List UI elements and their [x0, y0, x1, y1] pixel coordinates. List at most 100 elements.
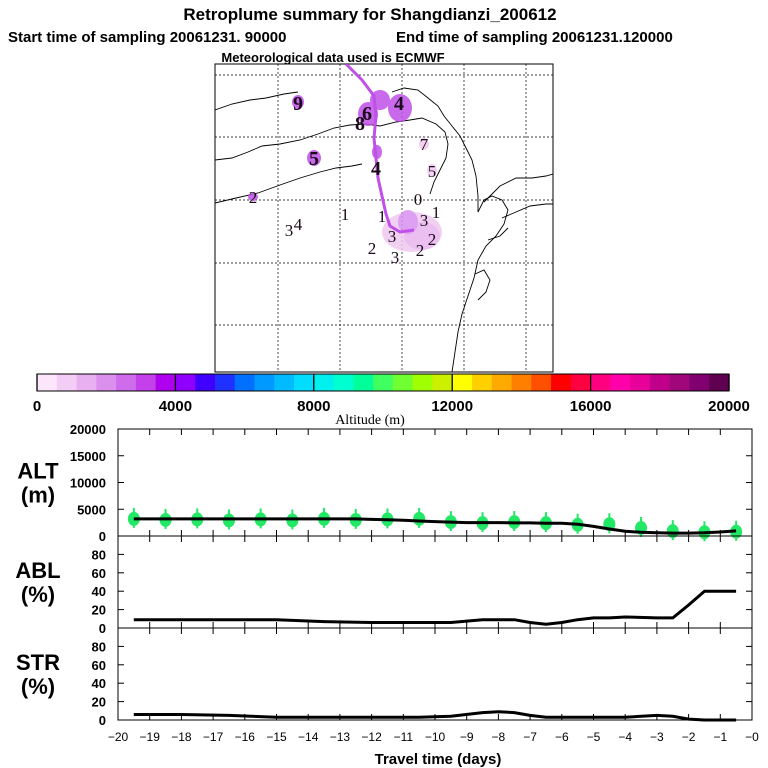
y-tick-label: 20: [92, 695, 106, 710]
met-data-text: Meteorological data used is ECMWF: [221, 50, 444, 65]
colorbar-swatch: [669, 374, 691, 391]
colorbar-swatch: [649, 374, 671, 391]
y-tick-label: 40: [92, 676, 106, 691]
figure-title: Retroplume summary for Shangdianzi_20061…: [183, 5, 556, 24]
colorbar-swatch: [412, 374, 434, 391]
y-tick-label: 80: [92, 547, 106, 562]
colorbar-swatch: [570, 374, 592, 391]
y-axis-label: STR (%): [16, 650, 60, 699]
x-tick-label: −18: [171, 730, 192, 744]
map-label: 0: [414, 190, 423, 209]
x-tick-label: −1: [713, 730, 727, 744]
map-label: 3: [285, 221, 294, 240]
x-tick-label: −20: [108, 730, 129, 744]
y-tick-label: 10000: [70, 476, 106, 491]
colorbar-tick-label: 20000: [708, 398, 750, 415]
x-tick-label: −19: [140, 730, 161, 744]
colorbar-swatch: [37, 374, 58, 391]
x-tick-label: −4: [618, 730, 632, 744]
y-tick-label: 20000: [70, 422, 106, 437]
map-label: 2: [428, 230, 437, 249]
altitude-colorbar: 0 4000 8000 12000 16000 20000: [33, 373, 750, 415]
map-frame: [214, 63, 554, 373]
colorbar-swatch: [116, 374, 137, 391]
series-line-str: [133, 710, 737, 722]
x-tick-label: −10: [425, 730, 446, 744]
colorbar-swatch: [610, 374, 631, 391]
map-label: 2: [416, 241, 425, 260]
y-axis-label: ALT (m): [17, 459, 59, 508]
colorbar-tick-label: 16000: [570, 398, 612, 415]
colorbar-swatch: [511, 374, 532, 391]
y-tick-label: 80: [92, 639, 106, 654]
panel-str: 0 20 40 60 80 STR (%): [16, 627, 753, 728]
series-line-abl: [133, 589, 737, 626]
panel-abl: 0 20 40 60 80 ABL (%): [15, 535, 753, 636]
x-tick-label: −14: [298, 730, 319, 744]
map-label: 3: [391, 248, 400, 267]
map-label: 2: [368, 239, 377, 258]
map-label: 1: [378, 207, 387, 226]
map-label: 4: [294, 215, 303, 234]
colorbar-tick-label: 4000: [159, 398, 192, 415]
map-label: 4: [394, 93, 404, 115]
trajectory-line: [344, 64, 415, 234]
map-label: 4: [371, 158, 381, 180]
x-tick-label: −12: [361, 730, 382, 744]
map-label: 7: [420, 135, 429, 154]
colorbar-tick-label: 12000: [431, 398, 473, 415]
colorbar-swatch: [491, 374, 513, 391]
y-tick-label: 60: [92, 566, 106, 581]
colorbar-swatch: [432, 374, 453, 391]
colorbar-swatch: [274, 374, 295, 391]
panel-frame: [117, 627, 753, 721]
map-label: 3: [388, 227, 397, 246]
map-label: 8: [355, 113, 365, 135]
x-tick-label: −3: [650, 730, 664, 744]
panel-frame: [117, 535, 753, 629]
x-axis-title: Travel time (days): [375, 751, 502, 768]
colorbar-swatch: [353, 374, 374, 391]
end-time-text: End time of sampling 20061231.120000: [396, 29, 673, 46]
colorbar-swatch: [392, 374, 414, 391]
x-tick-label: −6: [555, 730, 569, 744]
colorbar-tick-label: 8000: [297, 398, 330, 415]
colorbar-swatch: [135, 374, 157, 391]
colorbar-swatch: [76, 374, 97, 391]
x-tick-label: −8: [492, 730, 506, 744]
panel-alt: 0 5000 10000 15000 20000 ALT (m): [17, 422, 753, 544]
map-label: 9: [293, 93, 303, 115]
x-tick-label: −13: [330, 730, 351, 744]
series-line-alt: [133, 517, 737, 535]
colorbar-swatch: [531, 374, 552, 391]
colorbar-label: Altitude (m): [335, 413, 405, 428]
x-tick-label: −15: [266, 730, 287, 744]
x-tick-label: −9: [460, 730, 474, 744]
colorbar-swatch: [689, 374, 710, 391]
y-tick-label: 0: [99, 713, 106, 728]
colorbar-swatch: [254, 374, 275, 391]
y-tick-label: 15000: [70, 449, 106, 464]
colorbar-swatch: [56, 374, 78, 391]
colorbar-swatch: [96, 374, 117, 391]
colorbar-tick-label: 0: [33, 398, 41, 415]
colorbar-swatch: [313, 374, 335, 391]
y-tick-label: 0: [99, 621, 106, 636]
y-axis-label: ABL (%): [15, 558, 60, 607]
map-label: 5: [309, 148, 319, 170]
map-label: 1: [341, 205, 350, 224]
colorbar-swatch: [333, 374, 354, 391]
colorbar-swatch: [234, 374, 256, 391]
x-tick-label: −0: [745, 730, 759, 744]
colorbar-swatch: [175, 374, 196, 391]
y-tick-label: 60: [92, 658, 106, 673]
x-tick-label: −16: [235, 730, 256, 744]
colorbar-swatch: [373, 374, 394, 391]
x-tick-label: −11: [394, 730, 414, 744]
y-tick-label: 20: [92, 603, 106, 618]
colorbar-swatch: [709, 374, 730, 391]
x-tick-label: −17: [203, 730, 224, 744]
